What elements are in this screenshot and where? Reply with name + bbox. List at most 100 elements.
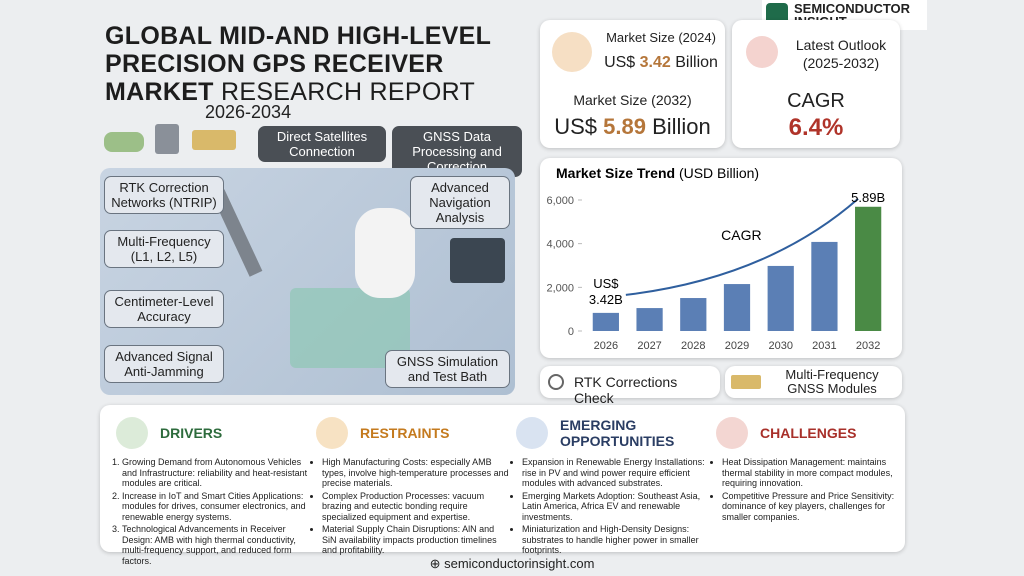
x-tick-label: 2030 [768,340,792,352]
section-item: High Manufacturing Costs: especially AMB… [322,457,510,489]
feature: Advanced Navigation Analysis [410,176,510,229]
bar [680,298,707,331]
cagr-value: 6.4% [788,114,844,141]
section-icon [316,417,348,449]
x-tick-label: 2031 [812,340,836,352]
period: (2025-2032) [802,55,880,71]
section-heading: DRIVERS [160,425,223,441]
tag: Multi-Frequency GNSS Modules [785,367,879,396]
x-tick-label: 2029 [725,340,749,352]
section-list: Heat Dissipation Management: maintains t… [710,457,910,524]
icon-module [731,375,761,389]
cagr-label: CAGR [787,90,845,112]
title-suffix: RESEARCH REPORT [220,78,476,106]
footer-url: semiconductorinsight.com [444,556,595,571]
section-list: Growing Demand from Autonomous Vehicles … [110,457,310,568]
chart-title: Market Size Trend (USD Billion) [556,165,759,181]
y-tick-label: 6,000 [546,195,574,207]
label: Latest Outlook [795,37,887,53]
section-item: Technological Advancements in Receiver D… [122,524,310,566]
label: Market Size (2024) [606,30,716,45]
feature: Centimeter-Level Accuracy [104,290,224,328]
section-item: Heat Dissipation Management: maintains t… [722,457,910,489]
tag: Direct Satellites Connection [258,126,386,162]
annotation-start: US$ [593,276,619,291]
x-tick-label: 2026 [594,340,618,352]
feature: Multi-Frequency (L1, L2, L5) [104,230,224,268]
section-item: Competitive Pressure and Price Sensitivi… [722,491,910,523]
bar [723,284,751,331]
section-item: Material Supply Chain Disruptions: AlN a… [322,524,510,556]
chart-title-text: Market Size Trend [556,165,675,181]
icon-check [548,374,564,390]
feature: GNSS Simulation and Test Bath [385,350,510,388]
title-line: MARKET [105,78,214,106]
y-tick-label: 0 [568,326,574,338]
bar [636,308,663,331]
section-heading: RESTRAINTS [360,425,450,441]
brand-line: SEMICONDUCTOR [794,1,911,16]
icon-device [155,124,179,154]
title-line: GLOBAL MID-AND HIGH-LEVEL [105,22,492,50]
section-item: Growing Demand from Autonomous Vehicles … [122,457,310,489]
product-icons [100,122,250,162]
feature: RTK Correction Networks (NTRIP) [104,176,224,214]
section-item: Increase in IoT and Smart Cities Applica… [122,491,310,523]
icon-module [192,130,236,150]
section: RESTRAINTS High Manufacturing Costs: espe… [308,413,509,555]
section-item: Complex Production Processes: vacuum bra… [322,491,510,523]
section-item: Expansion in Renewable Energy Installati… [522,457,710,489]
value: 5.89 [603,114,646,139]
section-heading: EMERGING OPPORTUNITIES [560,417,675,449]
title-line: PRECISION GPS RECEIVER [105,50,444,78]
label: Market Size (2032) [573,92,692,108]
value: 3.42 [639,54,671,71]
outlook-card: Latest Outlook (2025-2032) CAGR 6.4% [732,20,900,148]
section-item: Miniaturization and High-Density Designs… [522,524,710,556]
unit: Billion [675,54,718,71]
bar [767,265,794,331]
prefix: US$ [604,54,636,71]
section-list: High Manufacturing Costs: especially AMB… [310,457,510,558]
section-icon [516,417,548,449]
years: 2026-2034 [205,102,292,122]
icon-car [104,132,144,152]
section-heading: CHALLENGES [760,425,857,441]
section-list: Expansion in Renewable Energy Installati… [510,457,710,558]
section-item: Emerging Markets Adoption: Southeast Asi… [522,491,710,523]
icon-globe [746,36,778,68]
title: GLOBAL MID-AND HIGH-LEVEL PRECISION GPS … [105,22,491,106]
tag-card: RTK Corrections Check [540,366,720,406]
market-size-card: Market Size (2024) US$ 3.42 Billion Mark… [540,20,725,148]
brand-logo [766,3,788,25]
bar [592,312,619,331]
footer: ⊕ semiconductorinsight.com [429,556,595,571]
y-tick-label: 4,000 [546,239,574,251]
y-tick-label: 2,000 [546,282,574,294]
monitor [450,238,505,283]
trend-chart: Market Size Trend (USD Billion) 0 2,000 4,… [540,158,902,358]
section-icon [716,417,748,449]
annotation-end: 5.89B [851,190,885,205]
bar [855,206,882,331]
chart-unit: (USD Billion) [679,165,759,181]
annotation-cagr: CAGR [721,227,761,243]
icon-chart [552,32,592,72]
sections-panel: DRIVERS Growing Demand from Autonomous Ve… [100,405,905,566]
section: EMERGING OPPORTUNITIESExpansion in Renew… [508,413,705,555]
annotation-start: 3.42B [589,292,623,307]
x-tick-label: 2028 [681,340,705,352]
section: DRIVERS Growing Demand from Autonomous Ve… [108,413,307,566]
unit: Billion [652,114,711,139]
section: CHALLENGESHeat Dissipation Management: m… [708,413,900,548]
tag: RTK Corrections Check [574,374,678,406]
x-tick-label: 2032 [856,340,880,352]
feature: Advanced Signal Anti-Jamming [104,345,224,383]
bar [811,241,838,331]
technician [355,208,415,298]
tag-card: Multi-Frequency GNSS Modules [725,366,902,398]
trend-arrow [625,198,859,296]
x-tick-label: 2027 [637,340,661,352]
prefix: US$ [554,114,597,139]
